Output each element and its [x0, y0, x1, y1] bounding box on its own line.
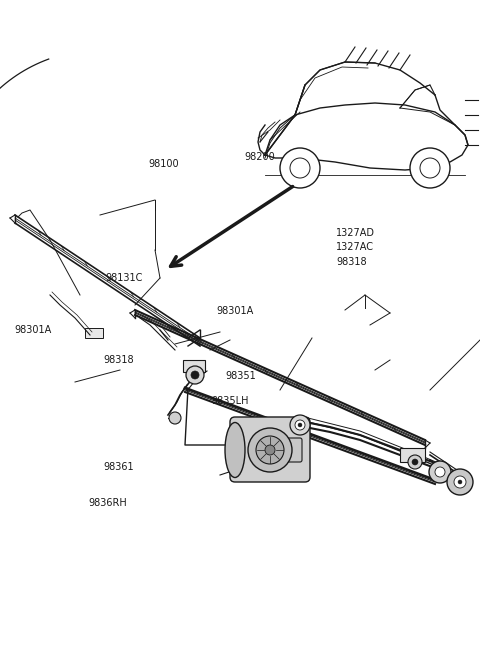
Text: 98200: 98200: [245, 153, 276, 162]
Circle shape: [454, 476, 466, 488]
Circle shape: [458, 480, 462, 484]
Text: 9836RH: 9836RH: [89, 498, 128, 508]
Circle shape: [447, 469, 473, 495]
Circle shape: [191, 371, 199, 379]
Circle shape: [298, 423, 302, 427]
Circle shape: [420, 158, 440, 178]
Circle shape: [435, 467, 445, 477]
FancyBboxPatch shape: [230, 417, 310, 482]
Text: 1327AC: 1327AC: [336, 242, 374, 252]
Text: 98301A: 98301A: [216, 306, 253, 316]
Bar: [85, 328, 103, 338]
Ellipse shape: [225, 422, 245, 477]
Bar: [183, 360, 205, 372]
Text: 98318: 98318: [103, 355, 134, 365]
Text: 98351: 98351: [226, 371, 256, 381]
Circle shape: [410, 148, 450, 188]
Text: 98301A: 98301A: [14, 326, 52, 335]
Text: 98318: 98318: [336, 257, 367, 267]
Circle shape: [408, 455, 422, 469]
Circle shape: [169, 412, 181, 424]
Text: 98100: 98100: [149, 159, 180, 169]
Text: 1327AD: 1327AD: [336, 228, 375, 238]
FancyBboxPatch shape: [278, 438, 302, 462]
Circle shape: [429, 461, 451, 483]
Circle shape: [256, 436, 284, 464]
Circle shape: [412, 459, 418, 465]
Text: 9835LH: 9835LH: [211, 396, 249, 406]
Circle shape: [280, 148, 320, 188]
Circle shape: [265, 445, 275, 455]
Circle shape: [290, 158, 310, 178]
Bar: [400, 448, 425, 462]
Circle shape: [248, 428, 292, 472]
Text: 98131C: 98131C: [106, 273, 143, 283]
Circle shape: [290, 415, 310, 435]
Circle shape: [186, 366, 204, 384]
Text: 98361: 98361: [103, 462, 134, 472]
Circle shape: [295, 420, 305, 430]
